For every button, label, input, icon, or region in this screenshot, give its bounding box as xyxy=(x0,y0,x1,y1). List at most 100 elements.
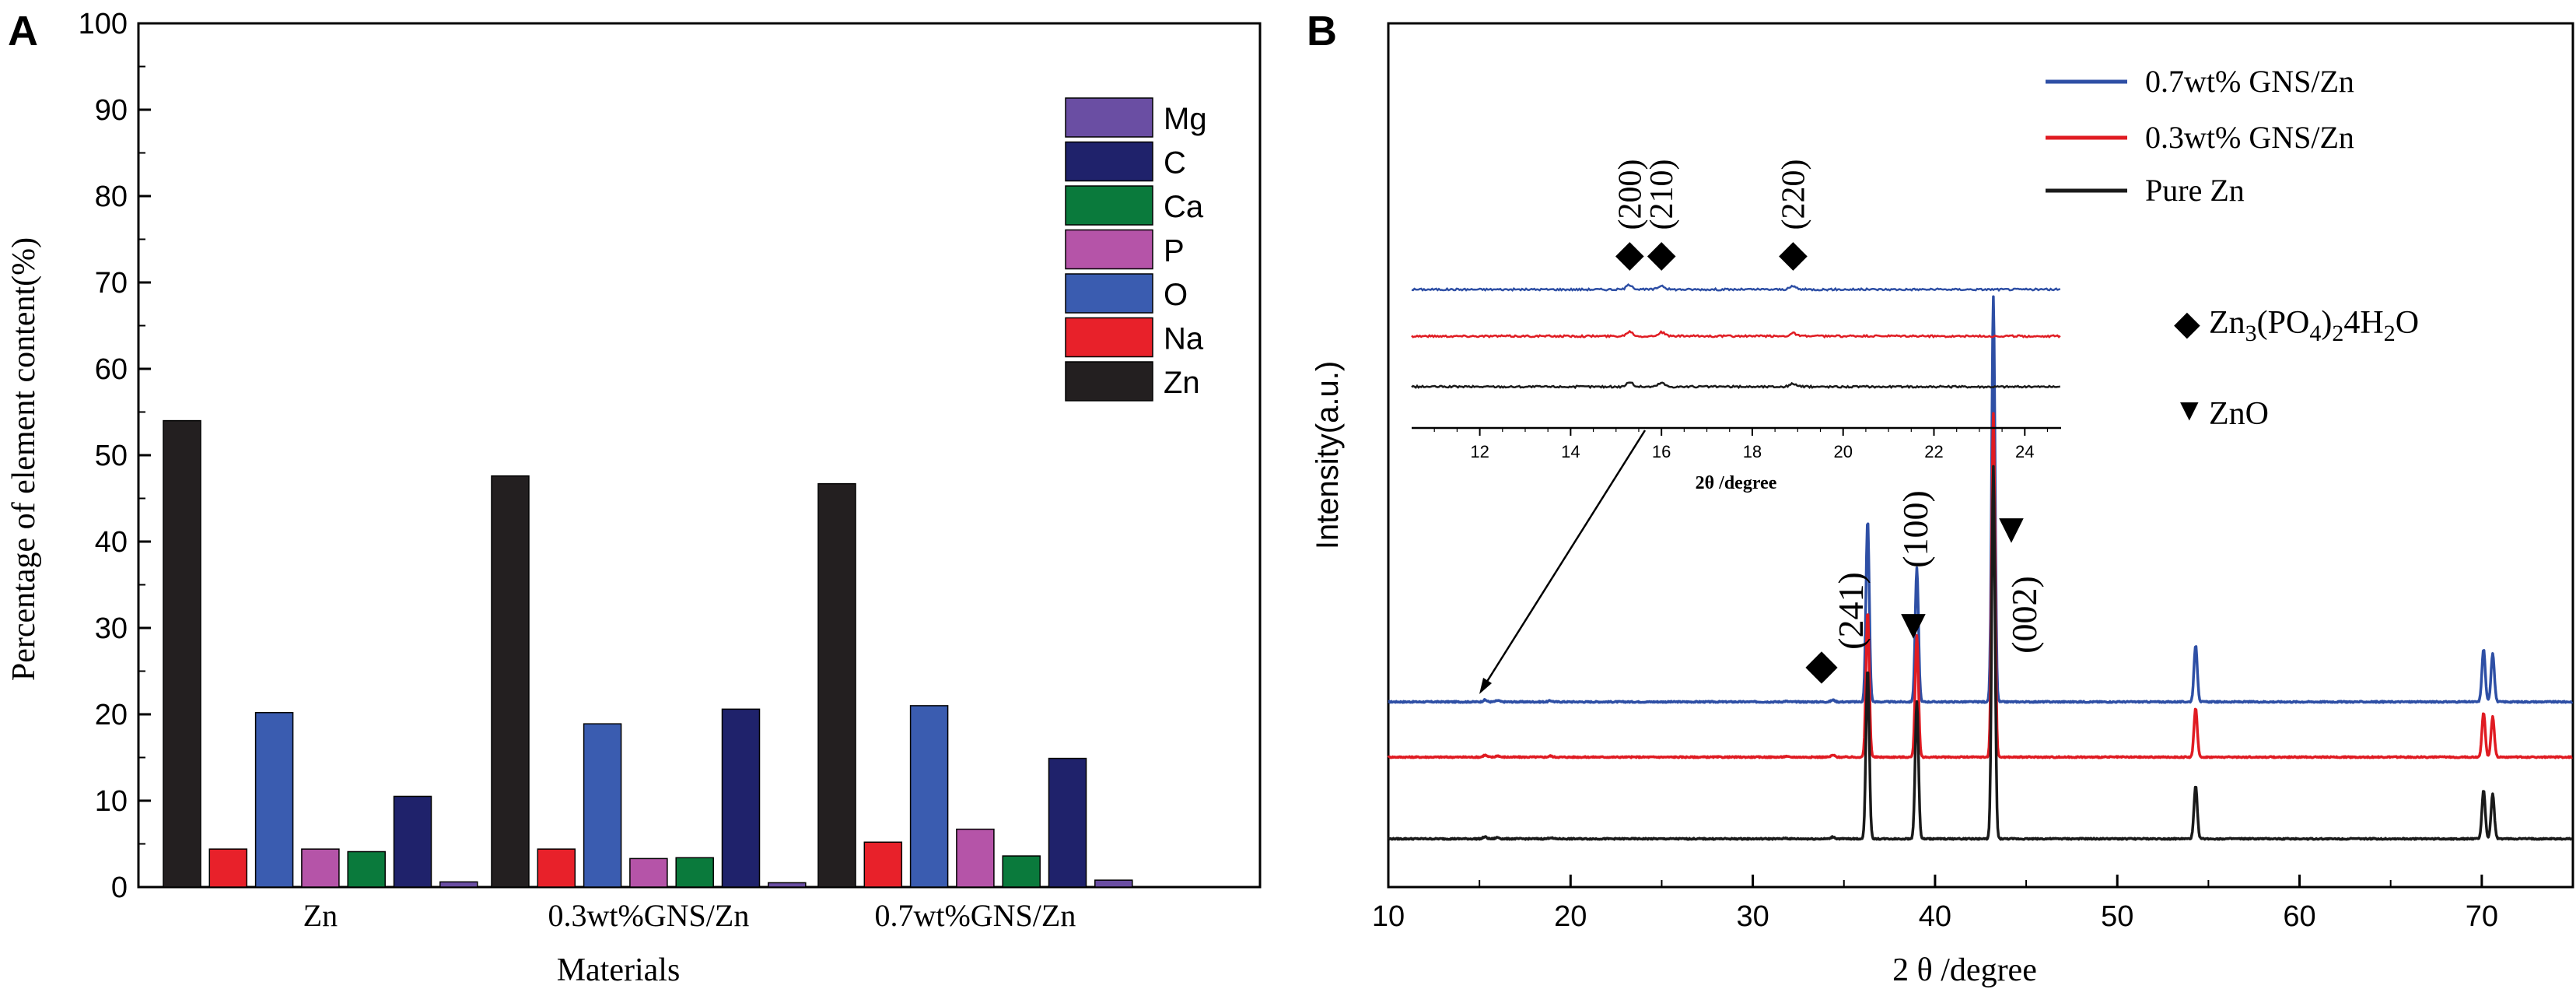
legend-label-ca: Ca xyxy=(1164,190,1204,224)
a-xtick-label: 0.3wt%GNS/Zn xyxy=(548,898,749,933)
inset-pointer-arrow xyxy=(1479,430,1647,694)
bar-ca-1 xyxy=(675,857,714,888)
panel-a: A 0 10 20 30 40 50 60 70 80 90 100 Zn 0.3wt%GNS/Zn 0… xyxy=(6,8,1262,988)
legend-label-pure: Pure Zn xyxy=(2145,173,2245,208)
bar-c-1 xyxy=(721,708,761,888)
inset-tick-label: 12 xyxy=(1470,442,1489,461)
bar-o-1 xyxy=(583,723,622,888)
bar-zn-1 xyxy=(491,475,530,888)
peak-100-triangle-icon: ▼ xyxy=(1892,601,1934,647)
phase-key-triangle-icon: ▼ xyxy=(2174,392,2205,427)
inset-trace-1 xyxy=(1411,329,2061,339)
panel-b-ylabel: Intensity(a.u.) xyxy=(1311,361,1345,549)
inset-tick-label: 16 xyxy=(1652,442,1671,461)
panel-b-inset: 12 14 16 18 20 22 24 2θ /degree ◆(200)◆(210)◆(… xyxy=(1411,160,2061,493)
trace-0.7wt xyxy=(1388,295,2574,704)
panel-b-peak-annotations: ◆ (241) ▼ (100) ▼ (002) xyxy=(1805,490,2044,688)
panel-b-phase-key: ◆ Zn3(PO4)24H2O ▼ ZnO xyxy=(2174,304,2419,432)
legend-swatch-ca xyxy=(1065,185,1153,226)
inset-peak-diamond-icon: ◆ xyxy=(1647,233,1676,275)
legend-swatch-na xyxy=(1065,317,1153,358)
a-xtick-label: 0.7wt%GNS/Zn xyxy=(874,898,1076,933)
bar-mg-2 xyxy=(1094,879,1133,888)
bar-c-2 xyxy=(1048,757,1087,888)
inset-peak-markers: ◆(200)◆(210)◆(220) xyxy=(1612,160,1811,275)
legend-swatch-mg xyxy=(1065,97,1153,138)
bar-mg-0 xyxy=(439,881,478,888)
legend-swatch-c xyxy=(1065,141,1153,182)
legend-label-0.3wt: 0.3wt% GNS/Zn xyxy=(2145,120,2354,155)
a-ytick-label: 50 xyxy=(95,440,128,472)
inset-xlabel: 2θ /degree xyxy=(1696,473,1777,493)
b-xtick-label: 20 xyxy=(1554,900,1587,933)
b-xtick-label: 30 xyxy=(1736,900,1769,933)
bar-o-2 xyxy=(909,705,949,888)
bar-ca-2 xyxy=(1002,855,1041,888)
b-xtick-label: 70 xyxy=(2466,900,2498,933)
a-ytick-label: 20 xyxy=(95,699,128,731)
panel-b-xlabel: 2 θ /degree xyxy=(1892,952,2037,988)
bar-zn-2 xyxy=(817,482,856,888)
peak-241-label: (241) xyxy=(1831,572,1871,650)
inset-tick-label: 14 xyxy=(1561,442,1580,461)
panel-b-label: B xyxy=(1307,8,1337,54)
inset-peak-diamond-icon: ◆ xyxy=(1615,233,1644,275)
peak-002-triangle-icon: ▼ xyxy=(1990,505,2032,552)
trace-0.3wt xyxy=(1387,412,2573,759)
inset-trace-2 xyxy=(1411,381,2061,390)
inset-traces xyxy=(1411,283,2061,390)
bar-na-0 xyxy=(208,848,248,888)
trace-pure-zn xyxy=(1388,465,2573,841)
legend-label-c: C xyxy=(1164,146,1186,181)
bar-zn-0 xyxy=(163,419,201,888)
b-xtick-label: 40 xyxy=(1919,900,1951,933)
bar-c-0 xyxy=(393,795,432,888)
bar-mg-1 xyxy=(768,882,807,888)
legend-label-o: O xyxy=(1164,278,1188,312)
b-xtick-label: 50 xyxy=(2101,900,2133,933)
inset-tick-label: 18 xyxy=(1743,442,1762,461)
legend-swatch-zn xyxy=(1065,361,1153,402)
a-ytick-label: 90 xyxy=(95,94,128,127)
phase-key-diamond-icon: ◆ xyxy=(2174,304,2200,342)
bar-na-2 xyxy=(863,841,903,888)
bar-o-0 xyxy=(254,712,294,888)
legend-swatch-p xyxy=(1065,229,1153,270)
panel-b-traces xyxy=(1387,295,2574,841)
b-xtick-label: 10 xyxy=(1372,900,1405,933)
bar-p-0 xyxy=(301,848,340,888)
panel-a-y-axis: 0 10 20 30 40 50 60 70 80 90 100 xyxy=(79,8,151,904)
a-ytick-label: 70 xyxy=(95,267,128,300)
panel-a-label: A xyxy=(8,8,38,54)
a-xtick-label: Zn xyxy=(303,898,338,933)
panel-b-plot-frame xyxy=(1387,22,2574,889)
inset-peak-label: (200) xyxy=(1612,160,1648,230)
panel-a-xlabel: Materials xyxy=(557,952,681,988)
legend-label-mg: Mg xyxy=(1164,102,1207,136)
panel-b-x-axis: 10 20 30 40 50 60 70 xyxy=(1372,875,2574,933)
inset-peak-label: (210) xyxy=(1644,160,1680,230)
panel-a-bars xyxy=(163,419,1133,888)
peak-100-label: (100) xyxy=(1895,490,1935,568)
legend-swatch-o xyxy=(1065,273,1153,314)
panel-b: B 10 20 30 40 50 60 70 2 θ /degree Intensity(a… xyxy=(1307,8,2574,988)
legend-label-0.7wt: 0.7wt% GNS/Zn xyxy=(2145,64,2354,99)
peak-241-diamond-icon: ◆ xyxy=(1805,641,1838,688)
legend-label-na: Na xyxy=(1164,322,1204,356)
inset-peak-diamond-icon: ◆ xyxy=(1779,233,1808,275)
panel-a-ylabel: Percentage of element content(%) xyxy=(6,237,42,681)
b-xtick-label: 60 xyxy=(2283,900,2315,933)
panel-b-legend: 0.7wt% GNS/Zn 0.3wt% GNS/Zn Pure Zn xyxy=(2046,64,2354,208)
legend-label-zn: Zn xyxy=(1164,366,1200,400)
a-ytick-label: 60 xyxy=(95,353,128,386)
inset-peak-label: (220) xyxy=(1776,160,1811,230)
a-ytick-label: 100 xyxy=(79,8,128,40)
bar-na-1 xyxy=(537,848,576,888)
bar-p-2 xyxy=(956,828,995,888)
inset-x-ticks: 12 14 16 18 20 22 24 xyxy=(1433,428,2049,461)
a-ytick-label: 0 xyxy=(111,872,128,904)
inset-tick-label: 22 xyxy=(1924,442,1943,461)
bar-p-1 xyxy=(629,857,668,888)
bar-ca-0 xyxy=(347,850,386,888)
